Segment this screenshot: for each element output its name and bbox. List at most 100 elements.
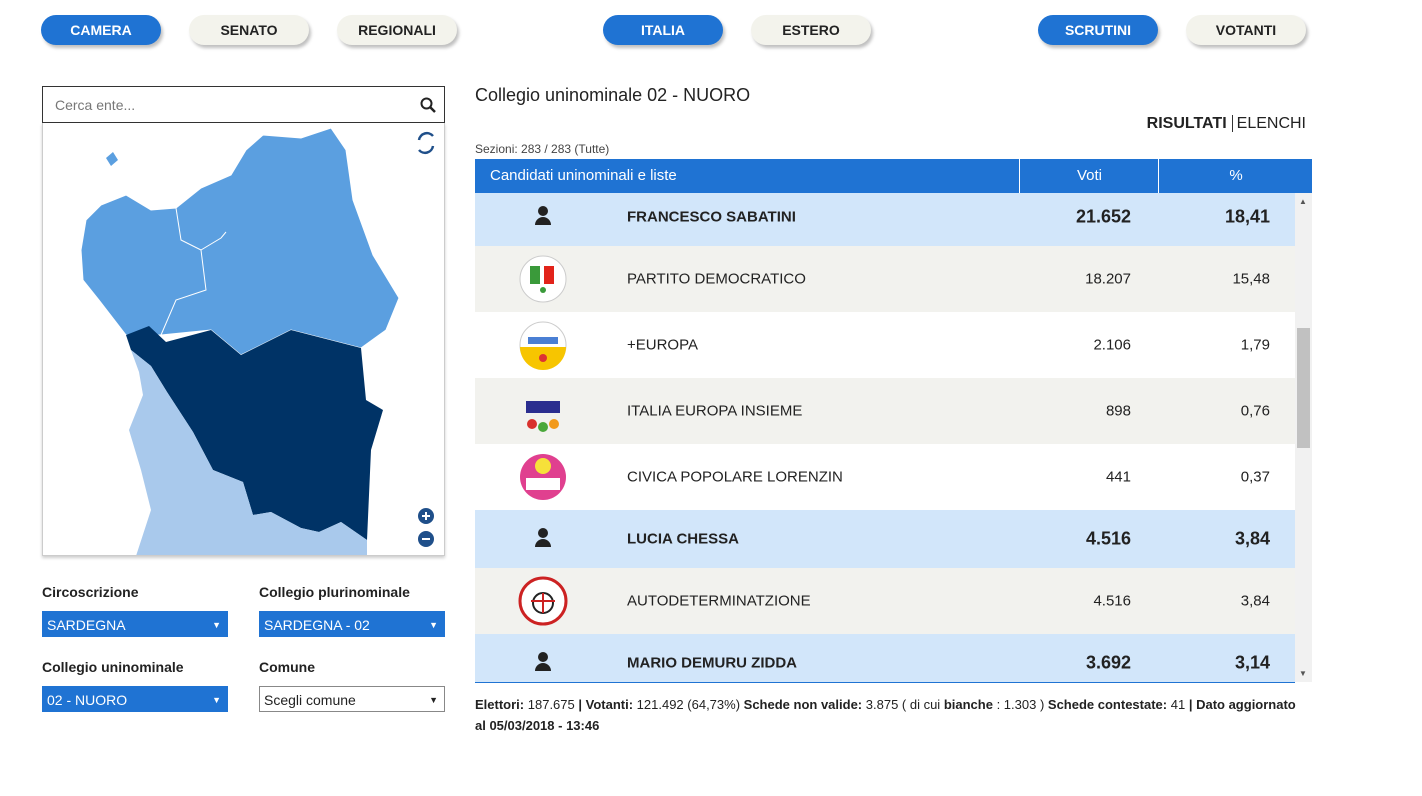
- list-row[interactable]: AUTODETERMINATZIONE 4.516 3,84: [475, 568, 1295, 634]
- filter-label: Collegio uninominale: [42, 659, 184, 675]
- table-header: Candidati uninominali e liste Voti %: [475, 159, 1312, 193]
- percent: 0,37: [1240, 468, 1270, 486]
- name: PARTITO DEMOCRATICO: [627, 270, 806, 288]
- nav-button[interactable]: SCRUTINI: [1038, 15, 1158, 45]
- person-icon: [535, 528, 551, 547]
- sections-info: Sezioni: 283 / 283 (Tutte): [475, 142, 610, 156]
- percent: 3,14: [1234, 652, 1270, 673]
- name: ITALIA EUROPA INSIEME: [627, 402, 803, 420]
- scroll-thumb[interactable]: [1297, 328, 1310, 448]
- footer-label: bianche: [943, 697, 993, 712]
- name: +EUROPA: [627, 336, 698, 354]
- party-logo: [519, 321, 567, 370]
- votes: 21.652: [1075, 206, 1131, 227]
- votes: 2.106: [1093, 336, 1131, 354]
- party-logo: [518, 576, 568, 626]
- candidate-row[interactable]: LUCIA CHESSA 4.516 3,84: [475, 510, 1295, 568]
- list-row[interactable]: ITALIA EUROPA INSIEME 898 0,76: [475, 378, 1295, 444]
- filter-label: Comune: [259, 659, 315, 675]
- list-row[interactable]: +EUROPA 2.106 1,79: [475, 312, 1295, 378]
- header-cell: Candidati uninominali e liste: [490, 167, 677, 184]
- person-icon: [535, 652, 551, 671]
- party-logo: [520, 454, 566, 500]
- nav-button[interactable]: SENATO: [189, 15, 309, 45]
- nav-button[interactable]: REGIONALI: [337, 15, 457, 45]
- filter-value: SARDEGNA - 02: [264, 617, 370, 633]
- header-cell: Voti: [1019, 159, 1159, 193]
- filter-label: Circoscrizione: [42, 584, 139, 600]
- dropdown-arrow: ▼: [212, 620, 221, 630]
- scrollbar[interactable]: ▲ ▼: [1295, 193, 1312, 682]
- map-region-south[interactable]: [129, 350, 367, 555]
- refresh-icon[interactable]: [417, 131, 435, 155]
- page-title: Collegio uninominale 02 - NUORO: [475, 85, 751, 105]
- percent: 15,48: [1232, 270, 1270, 288]
- footer-label: | Votanti:: [578, 697, 634, 712]
- dropdown-arrow: ▼: [212, 695, 221, 705]
- tab[interactable]: ELENCHI: [1236, 115, 1306, 132]
- party-logo: [526, 401, 560, 432]
- scroll-down[interactable]: ▼: [1299, 669, 1307, 678]
- tab[interactable]: RISULTATI: [1146, 115, 1233, 132]
- filter-select[interactable]: 02 - NUORO ▼: [42, 686, 228, 712]
- zoom-in[interactable]: [418, 508, 434, 524]
- name: MARIO DEMURU ZIDDA: [627, 654, 797, 672]
- filter-select[interactable]: Scegli comune ▼: [259, 686, 445, 712]
- votes: 4.516: [1093, 592, 1131, 610]
- tabs: RISULTATI ELENCHI: [1146, 115, 1306, 133]
- percent: 3,84: [1240, 592, 1270, 610]
- candidate-row[interactable]: FRANCESCO SABATINI 21.652 18,41: [475, 193, 1295, 246]
- filter-value: Scegli comune: [264, 692, 356, 708]
- filter-select[interactable]: SARDEGNA - 02 ▼: [259, 611, 445, 637]
- footer: Elettori: 187.675 | Votanti: 121.492 (64…: [475, 694, 1305, 736]
- filter-value: SARDEGNA: [47, 617, 126, 633]
- filter-select[interactable]: SARDEGNA ▼: [42, 611, 228, 637]
- votes: 3.692: [1085, 652, 1131, 673]
- scroll-up[interactable]: ▲: [1299, 197, 1307, 206]
- search-placeholder: Cerca ente...: [55, 97, 136, 113]
- zoom-out[interactable]: [418, 531, 434, 547]
- percent: 18,41: [1224, 206, 1270, 227]
- header-cell: %: [1158, 159, 1313, 193]
- list-row[interactable]: CIVICA POPOLARE LORENZIN 441 0,37: [475, 444, 1295, 510]
- nav-button[interactable]: ITALIA: [603, 15, 723, 45]
- percent: 0,76: [1240, 402, 1270, 420]
- footer-value: : 1.303 ): [996, 697, 1045, 712]
- map: [42, 123, 445, 556]
- footer-value: 187.675: [527, 697, 575, 712]
- footer-label: Schede non valide:: [743, 697, 863, 712]
- table-body: FRANCESCO SABATINI 21.652 18,41 PARTITO DEM…: [475, 193, 1295, 683]
- footer-label: Elettori:: [475, 697, 525, 712]
- footer-value: 41: [1170, 697, 1186, 712]
- name: AUTODETERMINATZIONE: [627, 592, 811, 610]
- votes: 441: [1105, 468, 1131, 486]
- footer-label: Schede contestate:: [1047, 697, 1168, 712]
- rows: FRANCESCO SABATINI 21.652 18,41 PARTITO DEM…: [475, 193, 1295, 682]
- search-box[interactable]: Cerca ente...: [42, 86, 445, 123]
- votes: 18.207: [1085, 270, 1131, 288]
- footer-value: 3.875 ( di cui: [865, 697, 941, 712]
- footer-label: | Dato aggiornato al 05/03/2018 - 13:46: [475, 697, 1296, 733]
- dropdown-arrow: ▼: [429, 620, 438, 630]
- nav-button[interactable]: VOTANTI: [1186, 15, 1306, 45]
- name: LUCIA CHESSA: [627, 530, 739, 548]
- map-region-north[interactable]: [80, 127, 400, 356]
- search-icon[interactable]: [420, 97, 436, 113]
- map-svg: [80, 127, 435, 555]
- candidate-row[interactable]: MARIO DEMURU ZIDDA 3.692 3,14: [475, 634, 1295, 682]
- percent: 1,79: [1240, 336, 1270, 354]
- votes: 898: [1105, 402, 1131, 420]
- name: FRANCESCO SABATINI: [627, 208, 796, 226]
- percent: 3,84: [1234, 528, 1270, 549]
- filter-label: Collegio plurinominale: [259, 584, 410, 600]
- name: CIVICA POPOLARE LORENZIN: [627, 468, 843, 486]
- map-region-center[interactable]: [126, 326, 383, 540]
- dropdown-arrow: ▼: [429, 695, 438, 705]
- nav-button[interactable]: ESTERO: [751, 15, 871, 45]
- person-icon: [535, 206, 551, 225]
- nav-button[interactable]: CAMERA: [41, 15, 161, 45]
- party-logo: [519, 255, 567, 303]
- footer-value: 121.492 (64,73%): [636, 697, 741, 712]
- list-row[interactable]: PARTITO DEMOCRATICO 18.207 15,48: [475, 246, 1295, 312]
